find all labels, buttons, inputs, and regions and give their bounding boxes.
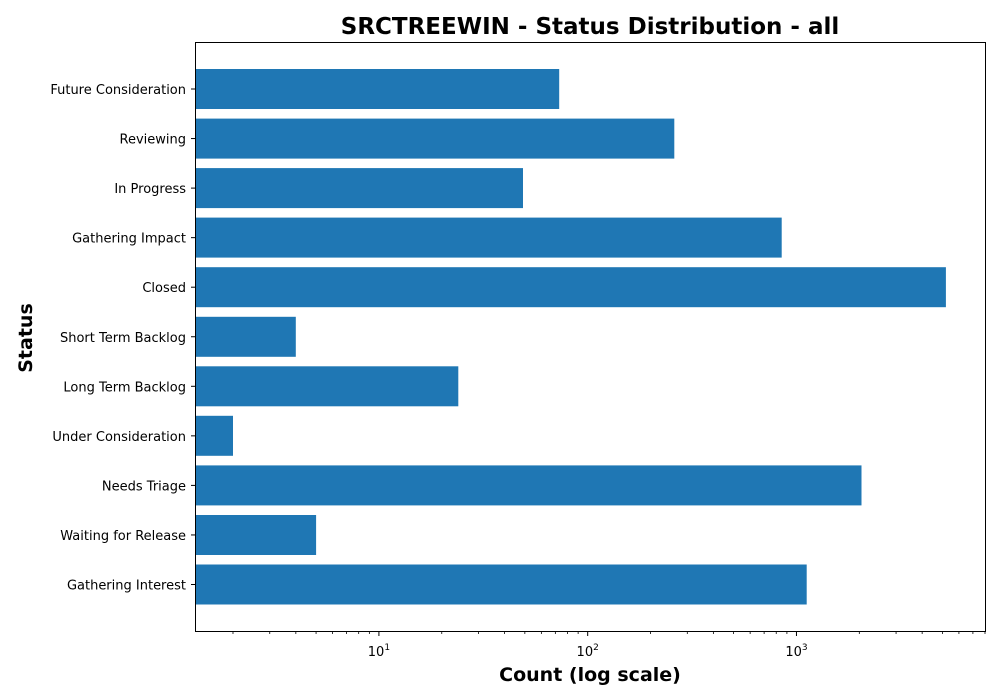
y-tick-label: Gathering Impact [72,232,186,247]
bars-group [196,69,946,605]
bar-closed [196,267,946,308]
y-tick-label: Waiting for Release [60,529,186,544]
y-tick-label: Gathering Interest [67,579,186,594]
bar-waiting-for-release [196,515,317,555]
x-axis: 101 102 103 [232,631,986,660]
bar-short-term-backlog [196,316,296,357]
x-tick-label: 102 [577,643,599,660]
y-tick-label: Long Term Backlog [63,380,186,395]
y-tick-label: Needs Triage [102,479,186,494]
bar-gathering-impact [196,217,782,258]
bar-needs-triage [196,465,862,506]
bar-future-consideration [196,69,560,109]
x-tick-label: 103 [785,643,807,660]
y-axis: Future Consideration Reviewing In Progress… [50,83,196,594]
bar-reviewing [196,118,675,159]
y-tick-label: Closed [142,281,186,296]
chart-title: SRCTREEWIN - Status Distribution - all [341,14,840,40]
x-axis-title: Count (log scale) [499,664,681,686]
y-tick-label: Reviewing [120,133,187,148]
y-axis-title: Status [15,303,37,373]
y-tick-label: Under Consideration [52,430,186,445]
x-tick-label: 101 [368,643,390,660]
y-tick-label: Future Consideration [50,83,186,98]
y-tick-label: Short Term Backlog [60,331,186,346]
bar-long-term-backlog [196,366,459,407]
bar-under-consideration [196,415,233,456]
y-tick-label: In Progress [114,182,186,197]
bar-gathering-interest [196,564,807,605]
bar-in-progress [196,168,523,209]
